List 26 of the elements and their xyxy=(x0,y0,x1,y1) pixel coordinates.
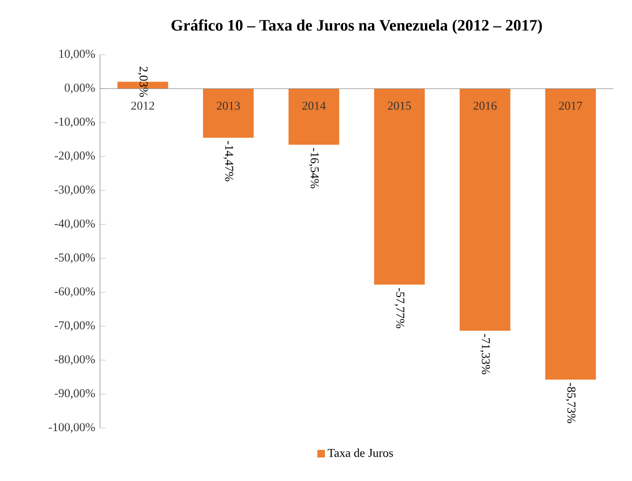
y-tick-label: -100,00% xyxy=(48,422,95,433)
chart-title: Gráfico 10 – Taxa de Juros na Venezuela (2012 – 2017) xyxy=(172,19,542,34)
y-tick-label: -20,00% xyxy=(54,151,95,162)
y-tick-label: 0,00% xyxy=(64,84,95,94)
y-tick-label: -80,00% xyxy=(54,355,95,365)
data-label: -14,47% xyxy=(223,140,234,182)
y-tick-label: -50,00% xyxy=(54,253,95,264)
x-tick-label: 2017 xyxy=(559,102,582,110)
y-tick-label: -30,00% xyxy=(54,185,95,196)
data-label: -16,54% xyxy=(308,148,319,188)
x-tick-label: 2014 xyxy=(302,102,326,110)
y-tick-label: -60,00% xyxy=(54,287,95,297)
x-tick-label: 2013 xyxy=(216,102,240,110)
legend-label: Taxa de Juros xyxy=(328,448,393,457)
y-tick-label: -10,00% xyxy=(54,117,95,128)
data-label: -57,77% xyxy=(394,288,404,328)
data-label: 2,03% xyxy=(138,66,148,97)
data-label: -71,33% xyxy=(480,334,490,374)
x-tick-label: 2016 xyxy=(474,102,497,110)
y-tick-label: 10,00% xyxy=(59,50,95,60)
y-tick-label: -40,00% xyxy=(54,219,95,230)
x-tick-label: 2015 xyxy=(388,102,411,110)
data-label: -85,73% xyxy=(566,382,576,423)
x-tick-label: 2012 xyxy=(131,102,154,110)
y-tick-label: -90,00% xyxy=(54,388,95,399)
y-tick-label: -70,00% xyxy=(54,321,95,331)
